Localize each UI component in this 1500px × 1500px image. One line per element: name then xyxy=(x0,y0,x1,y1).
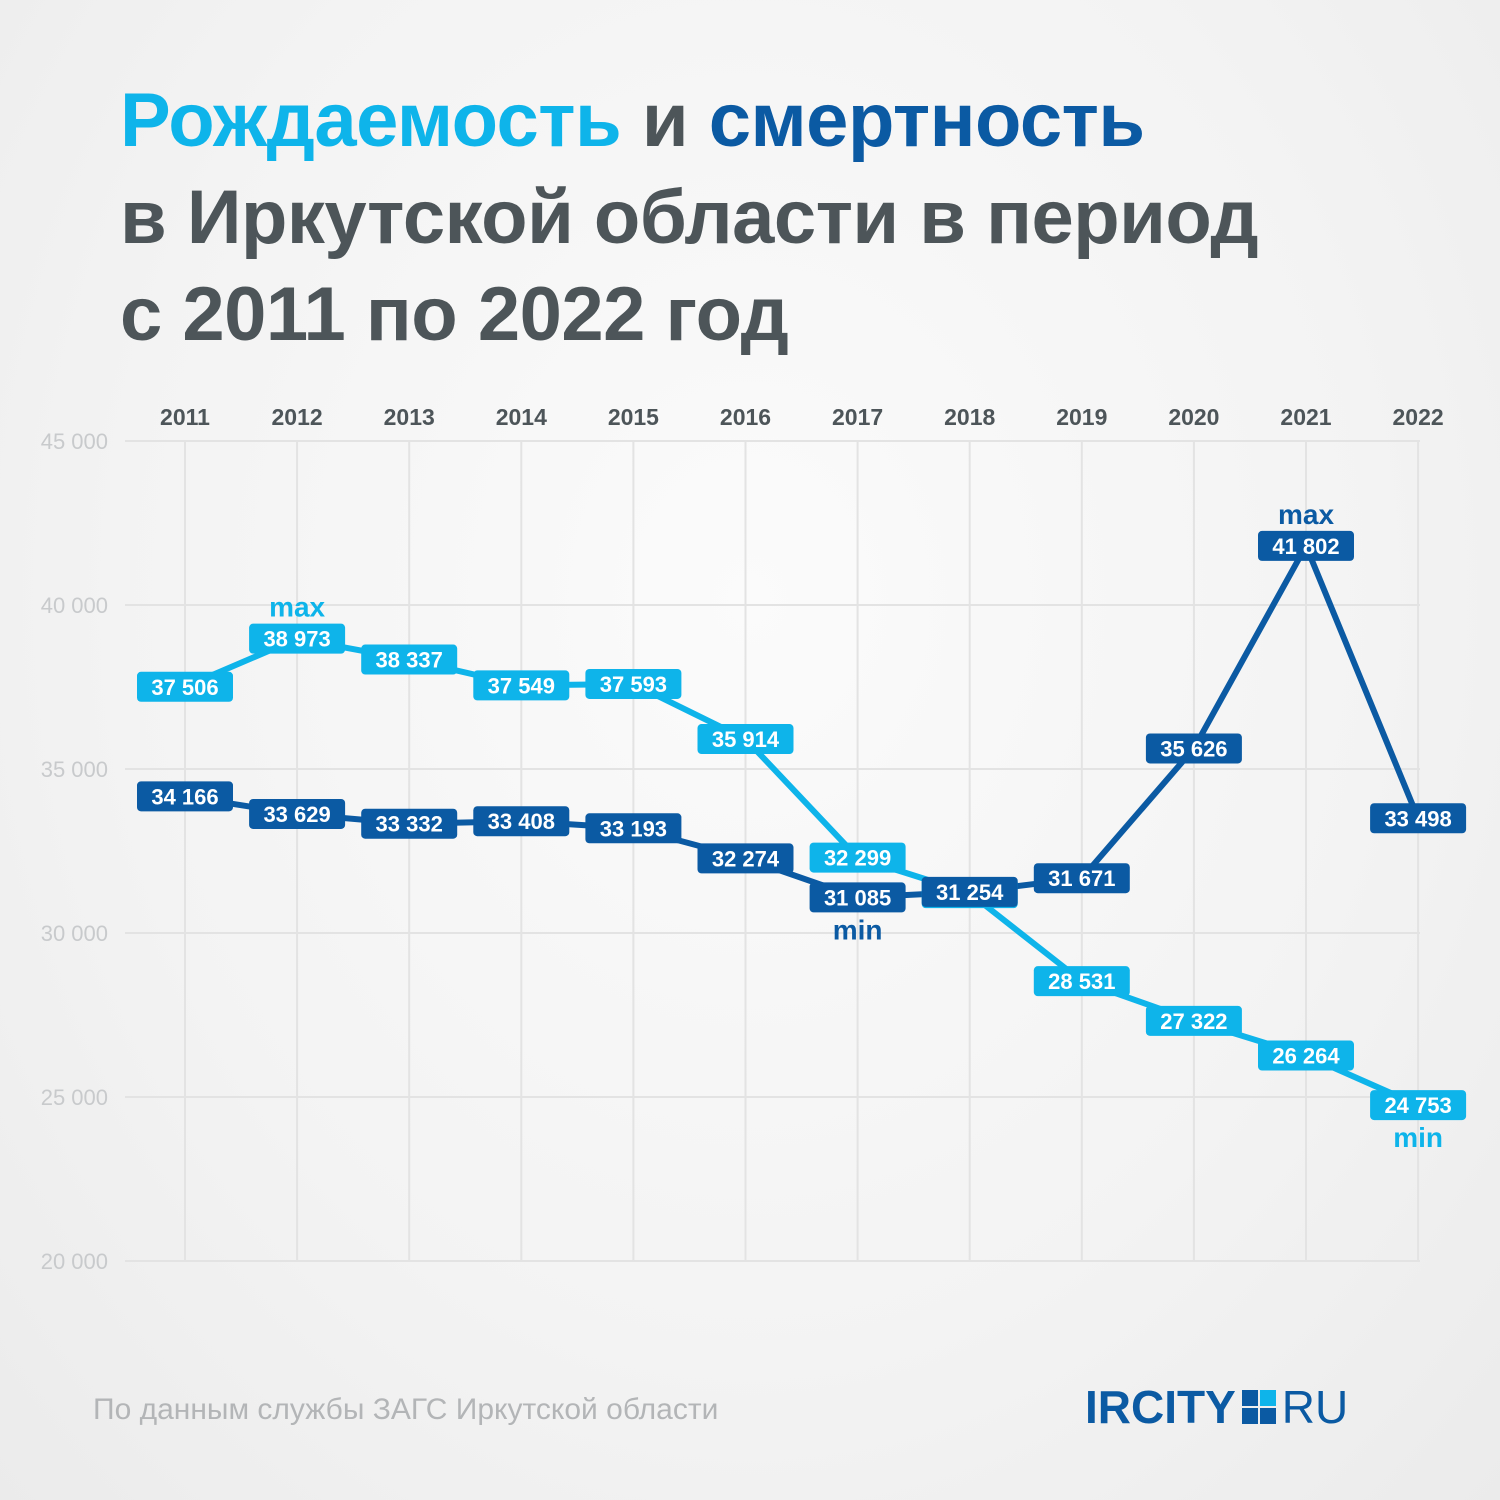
data-label-box-deaths xyxy=(697,843,794,874)
data-label-births: 26 264 xyxy=(1272,1044,1340,1069)
data-label-deaths: 32 274 xyxy=(712,846,780,871)
data-label-box-deaths xyxy=(809,882,906,913)
y-tick-label: 40 000 xyxy=(41,593,108,618)
chart-title: Рождаемость и смертность в Иркутской обл… xyxy=(120,72,1259,363)
chart-axes: 45 000 40 000 35 000 30 000 25 000 20 000 2011… xyxy=(41,404,1444,1274)
data-label-box-births xyxy=(809,842,906,873)
x-tick-label: 2015 xyxy=(608,404,659,430)
logo-tld: RU xyxy=(1281,1381,1349,1433)
data-label-box-deaths xyxy=(1145,733,1242,764)
data-label-box-deaths xyxy=(1258,530,1354,561)
y-tick-label: 35 000 xyxy=(41,757,108,782)
data-label-deaths: 31 085 xyxy=(824,885,891,910)
data-label-deaths: 31 254 xyxy=(936,880,1004,905)
series-line-deaths xyxy=(182,542,1422,901)
x-tick-label: 2011 xyxy=(160,404,210,430)
data-label-box-births xyxy=(1033,966,1130,997)
y-tick-label: 45 000 xyxy=(41,429,108,454)
line-chart: 37 506 38 973 38 337 37 549 37 593 35 914 32 2… xyxy=(41,404,1467,1274)
data-label-births: 37 593 xyxy=(600,672,667,697)
source-note: По данным службы ЗАГС Иркутской области xyxy=(93,1393,719,1426)
title-line-3: с 2011 по 2022 год xyxy=(120,272,789,357)
data-label-deaths: 41 802 xyxy=(1272,534,1339,559)
x-tick-label: 2013 xyxy=(384,404,435,430)
data-label-births: 35 914 xyxy=(712,727,780,752)
title-deaths-word: смертность xyxy=(708,78,1145,163)
x-tick-label: 2016 xyxy=(720,404,771,430)
data-label-box-births xyxy=(585,668,682,699)
data-label-box-births xyxy=(697,724,794,755)
data-label-deaths: 33 193 xyxy=(600,816,667,841)
data-label-births: 24 753 xyxy=(1384,1093,1451,1118)
data-label-deaths: 33 629 xyxy=(263,802,330,827)
data-label-box-deaths xyxy=(921,876,1018,907)
x-tick-label: 2021 xyxy=(1280,404,1331,430)
data-label-box-deaths xyxy=(1370,803,1467,834)
data-label-deaths: 33 332 xyxy=(376,812,443,837)
data-label-deaths: 33 498 xyxy=(1384,806,1451,831)
y-tick-label: 25 000 xyxy=(41,1085,108,1110)
data-label-births: 38 973 xyxy=(263,627,330,652)
data-label-box-births xyxy=(137,671,233,702)
data-label-births: 28 531 xyxy=(1048,969,1115,994)
data-label-births: 37 549 xyxy=(488,673,555,698)
ircity-logo: IRCITY RU xyxy=(1085,1380,1348,1434)
logo-squares-icon xyxy=(1241,1390,1276,1424)
data-label-deaths: 33 408 xyxy=(488,809,555,834)
data-label-deaths: 35 626 xyxy=(1160,736,1227,761)
data-label-births: 32 299 xyxy=(824,846,891,871)
data-label-births: 37 506 xyxy=(151,675,218,700)
x-tick-label: 2014 xyxy=(496,404,547,430)
annotation-min-deaths: min xyxy=(833,914,883,945)
data-label-box-births xyxy=(1370,1090,1467,1121)
data-label-box-births xyxy=(1258,1040,1354,1071)
data-label-births: 38 337 xyxy=(376,648,443,673)
x-tick-label: 2018 xyxy=(944,404,995,430)
y-tick-label: 20 000 xyxy=(41,1249,108,1274)
data-label-box-births xyxy=(361,644,458,675)
data-label-box-deaths xyxy=(361,808,458,839)
x-tick-label: 2012 xyxy=(272,404,323,430)
data-label-box-births xyxy=(473,670,570,701)
x-tick-label: 2022 xyxy=(1393,404,1444,430)
data-label-box-deaths xyxy=(249,798,346,829)
title-births-word: Рождаемость xyxy=(120,78,622,163)
chart-data-labels: 37 506 38 973 38 337 37 549 37 593 35 914 32 2… xyxy=(137,499,1467,1153)
annotation-min-births: min xyxy=(1393,1122,1443,1153)
data-label-deaths: 31 671 xyxy=(1048,866,1115,891)
title-conjunction: и xyxy=(621,78,709,163)
title-line-2: в Иркутской области в период xyxy=(120,175,1259,260)
data-label-box-births xyxy=(1145,1005,1242,1036)
x-tick-label: 2019 xyxy=(1056,404,1107,430)
data-label-births: 27 322 xyxy=(1160,1009,1227,1034)
y-tick-label: 30 000 xyxy=(41,921,108,946)
data-label-deaths: 34 166 xyxy=(151,784,218,809)
data-label-box-births xyxy=(249,623,346,654)
data-label-box-deaths xyxy=(1033,863,1130,894)
logo-text: IRCITY xyxy=(1085,1381,1236,1433)
data-label-box-deaths xyxy=(585,813,682,844)
x-tick-label: 2020 xyxy=(1168,404,1219,430)
data-label-box-deaths xyxy=(473,806,570,837)
data-label-box-deaths xyxy=(137,781,233,812)
x-tick-label: 2017 xyxy=(832,404,883,430)
annotation-max-births: max xyxy=(269,592,325,623)
annotation-max-deaths: max xyxy=(1278,499,1334,530)
